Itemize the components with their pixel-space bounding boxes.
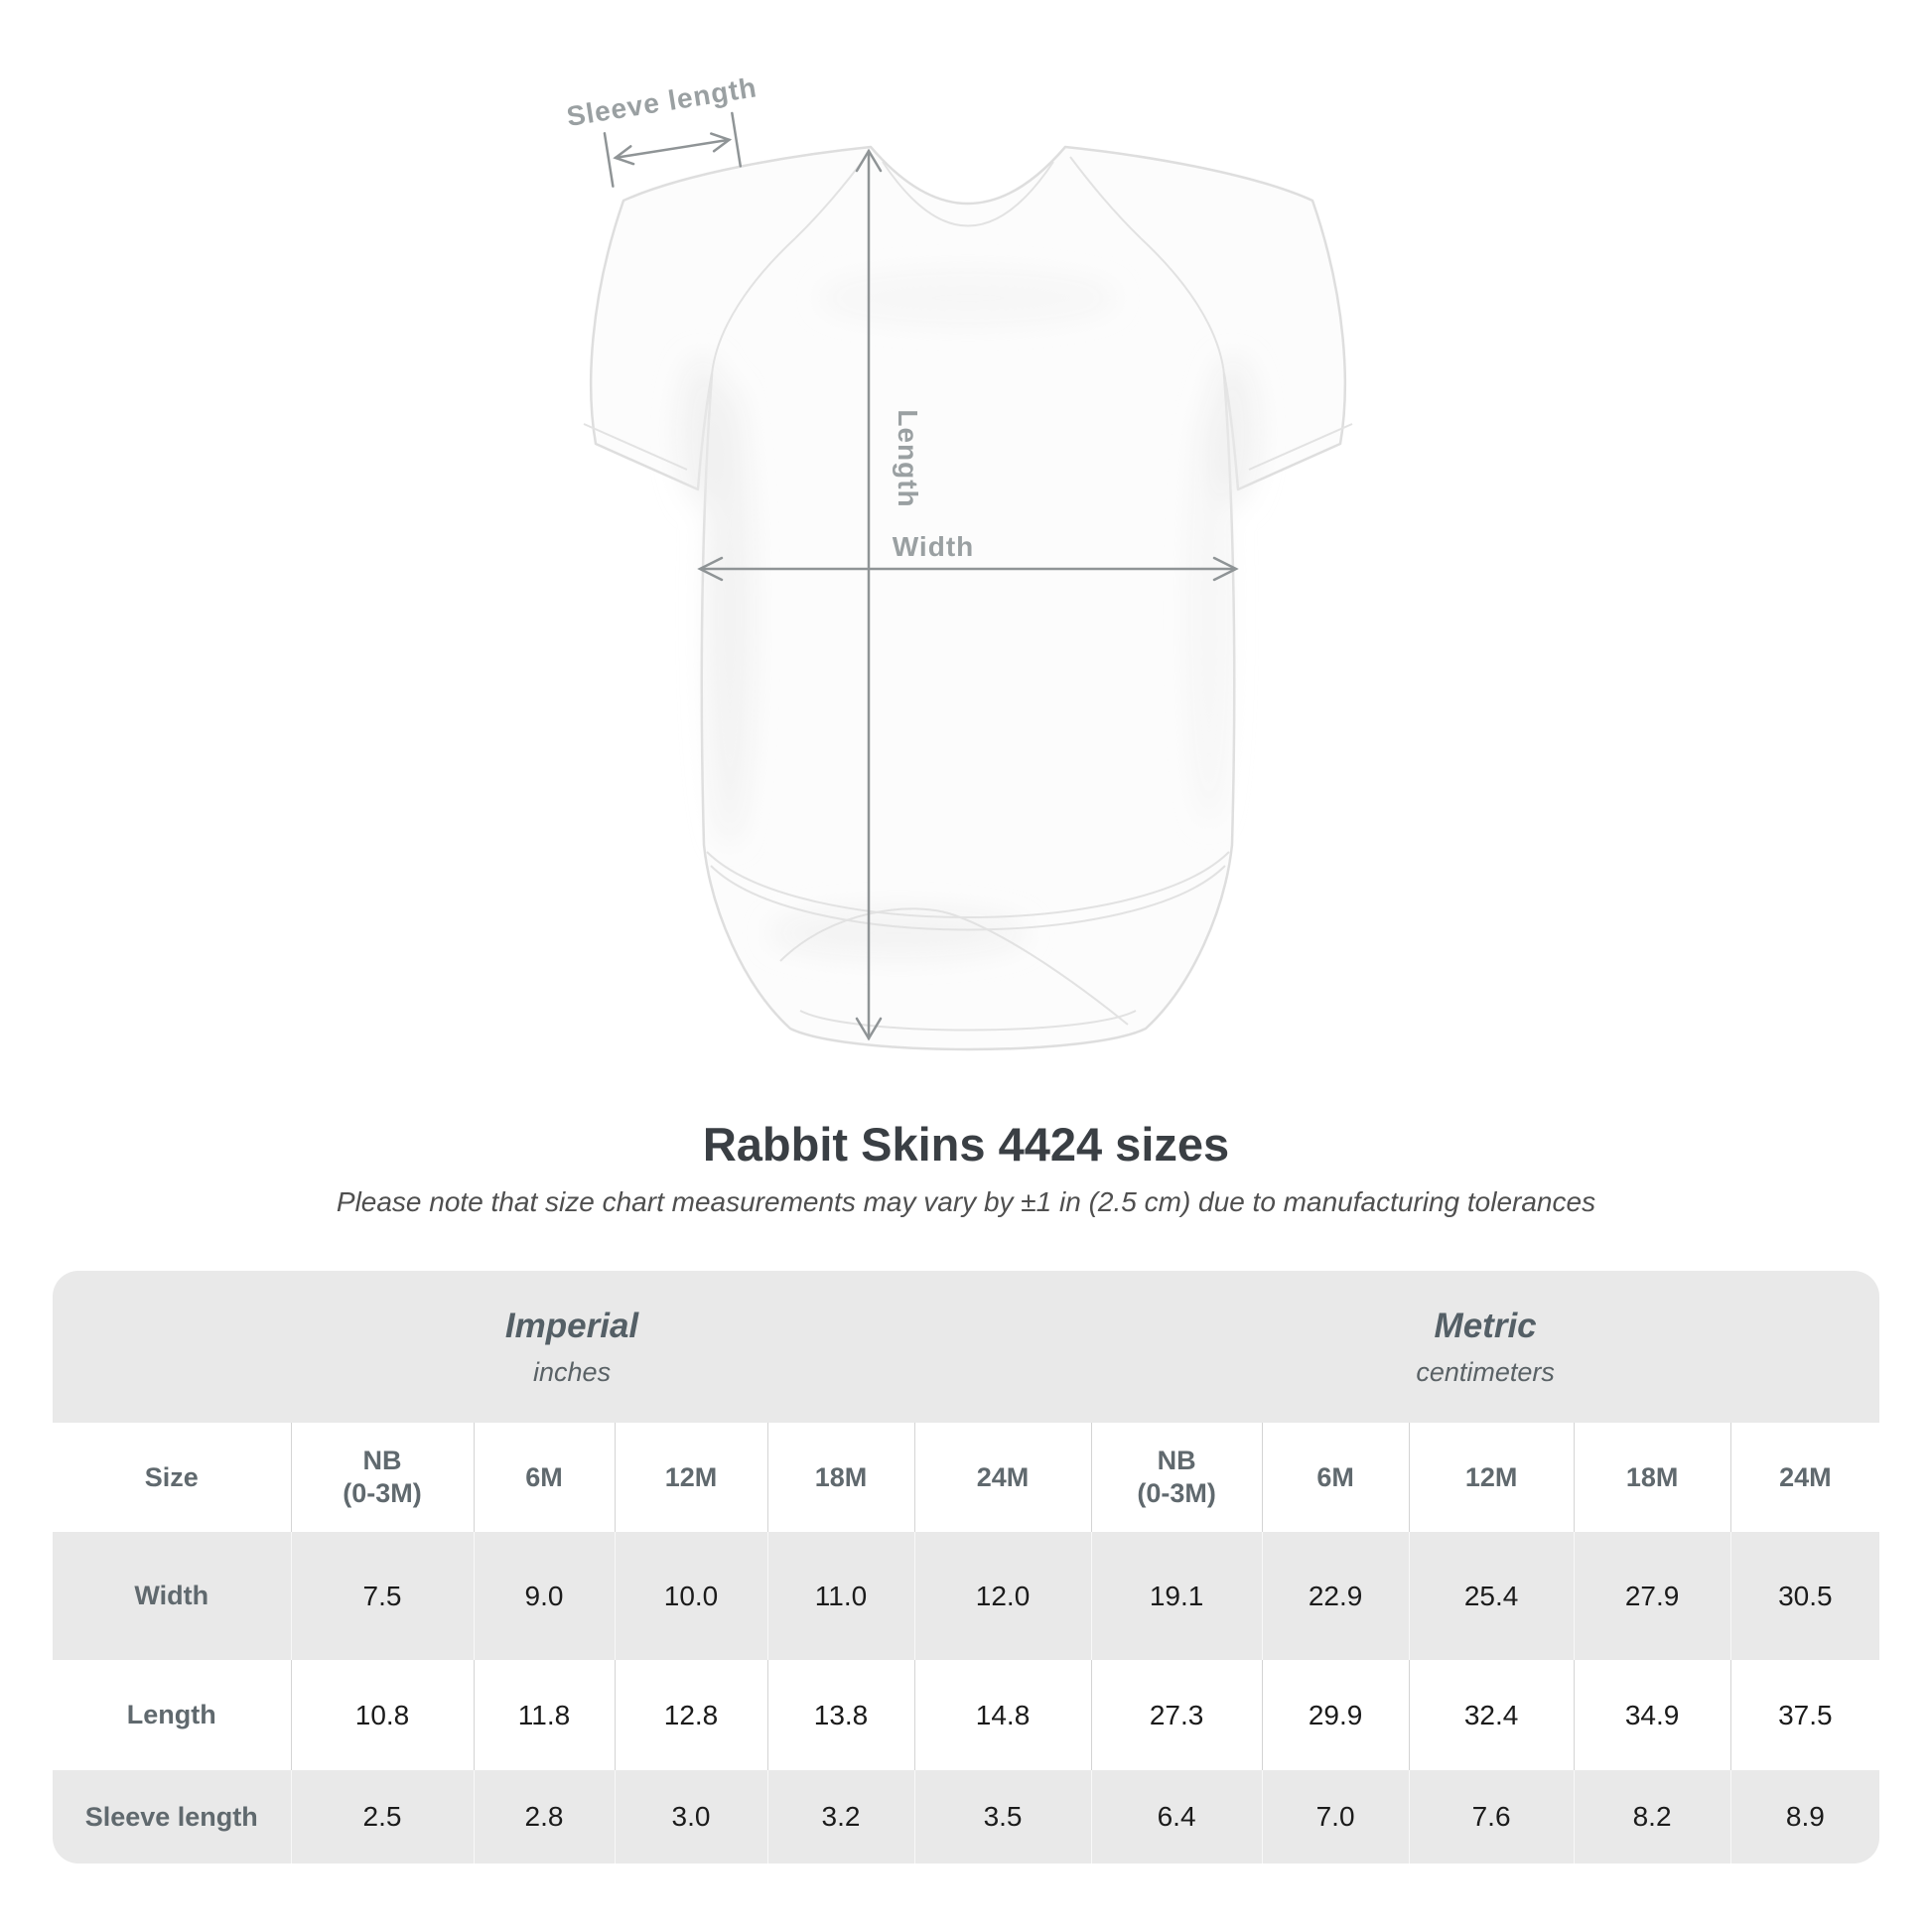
size-col-header: NB (0-3M)	[1090, 1423, 1263, 1532]
value-cell: 2.5	[290, 1770, 474, 1863]
imperial-group-header: Imperial inches	[53, 1271, 1092, 1423]
metric-group-header: Metric centimeters	[1091, 1271, 1879, 1423]
tolerance-note: Please note that size chart measurements…	[336, 1186, 1596, 1217]
value-cell: 13.8	[766, 1660, 914, 1770]
sleeve-length-label: Sleeve length	[565, 71, 759, 132]
size-corner-header: Size	[53, 1423, 291, 1532]
value-cell: 11.0	[766, 1532, 914, 1660]
value-cell: 3.0	[614, 1770, 767, 1863]
value-cell: 32.4	[1408, 1660, 1575, 1770]
value-cell: 10.8	[290, 1660, 474, 1770]
length-arrow	[855, 148, 883, 1041]
value-cell: 11.8	[473, 1660, 615, 1770]
size-col-header: 18M	[766, 1423, 914, 1532]
metric-label: Metric	[1434, 1306, 1537, 1345]
size-col-header: 12M	[614, 1423, 767, 1532]
measurement-diagram: Sleeve length Length Width	[565, 71, 1353, 1051]
unit-group-row: Imperial inches Metric centimeters	[53, 1271, 1879, 1423]
value-cell: 2.8	[473, 1770, 615, 1863]
value-cell: 34.9	[1573, 1660, 1731, 1770]
size-header-row: Size NB (0-3M) 6M 12M 18M 24M NB (0-3M) …	[53, 1423, 1879, 1532]
width-label: Width	[893, 531, 975, 562]
value-cell: 8.2	[1573, 1770, 1731, 1863]
row-label: Width	[53, 1532, 291, 1660]
value-cell: 29.9	[1261, 1660, 1410, 1770]
fabric-shading	[679, 272, 1257, 957]
onesie-body-outline	[589, 145, 1347, 1051]
value-cell: 8.9	[1729, 1770, 1879, 1863]
value-cell: 12.0	[913, 1532, 1092, 1660]
size-col-header: 6M	[1261, 1423, 1410, 1532]
value-cell: 10.0	[614, 1532, 767, 1660]
value-cell: 6.4	[1090, 1770, 1263, 1863]
size-col-header: 24M	[1729, 1423, 1879, 1532]
size-col-header: 6M	[473, 1423, 615, 1532]
value-cell: 12.8	[614, 1660, 767, 1770]
value-cell: 3.2	[766, 1770, 914, 1863]
value-cell: 25.4	[1408, 1532, 1575, 1660]
value-cell: 27.9	[1573, 1532, 1731, 1660]
size-table: Imperial inches Metric centimeters Size …	[53, 1271, 1879, 1863]
onesie-diagram-svg: Sleeve length Length Width	[565, 71, 1353, 1051]
row-label: Sleeve length	[53, 1770, 291, 1863]
size-col-header: 24M	[913, 1423, 1092, 1532]
metric-unit-label: centimeters	[1416, 1356, 1555, 1387]
page-title: Rabbit Skins 4424 sizes	[702, 1118, 1230, 1171]
value-cell: 7.6	[1408, 1770, 1575, 1863]
row-label: Length	[53, 1660, 291, 1770]
value-cell: 22.9	[1261, 1532, 1410, 1660]
table-row-length: Length 10.8 11.8 12.8 13.8 14.8 27.3 29.…	[53, 1660, 1879, 1770]
width-arrow	[697, 556, 1239, 582]
value-cell: 30.5	[1729, 1532, 1879, 1660]
imperial-label: Imperial	[504, 1306, 639, 1345]
value-cell: 37.5	[1729, 1660, 1879, 1770]
value-cell: 27.3	[1090, 1660, 1263, 1770]
size-col-header: 12M	[1408, 1423, 1575, 1532]
sleeve-length-arrow	[603, 111, 743, 188]
table-row-sleeve-length: Sleeve length 2.5 2.8 3.0 3.2 3.5 6.4 7.…	[53, 1770, 1879, 1863]
imperial-unit-label: inches	[533, 1356, 612, 1387]
title-block: Rabbit Skins 4424 sizes Please note that…	[0, 1118, 1932, 1219]
table-row-width: Width 7.5 9.0 10.0 11.0 12.0 19.1 22.9 2…	[53, 1532, 1879, 1660]
value-cell: 7.0	[1261, 1770, 1410, 1863]
value-cell: 3.5	[913, 1770, 1092, 1863]
size-col-header: 18M	[1573, 1423, 1731, 1532]
value-cell: 7.5	[290, 1532, 474, 1660]
length-label: Length	[893, 409, 923, 507]
value-cell: 14.8	[913, 1660, 1092, 1770]
value-cell: 9.0	[473, 1532, 615, 1660]
value-cell: 19.1	[1090, 1532, 1263, 1660]
size-col-header: NB (0-3M)	[290, 1423, 474, 1532]
